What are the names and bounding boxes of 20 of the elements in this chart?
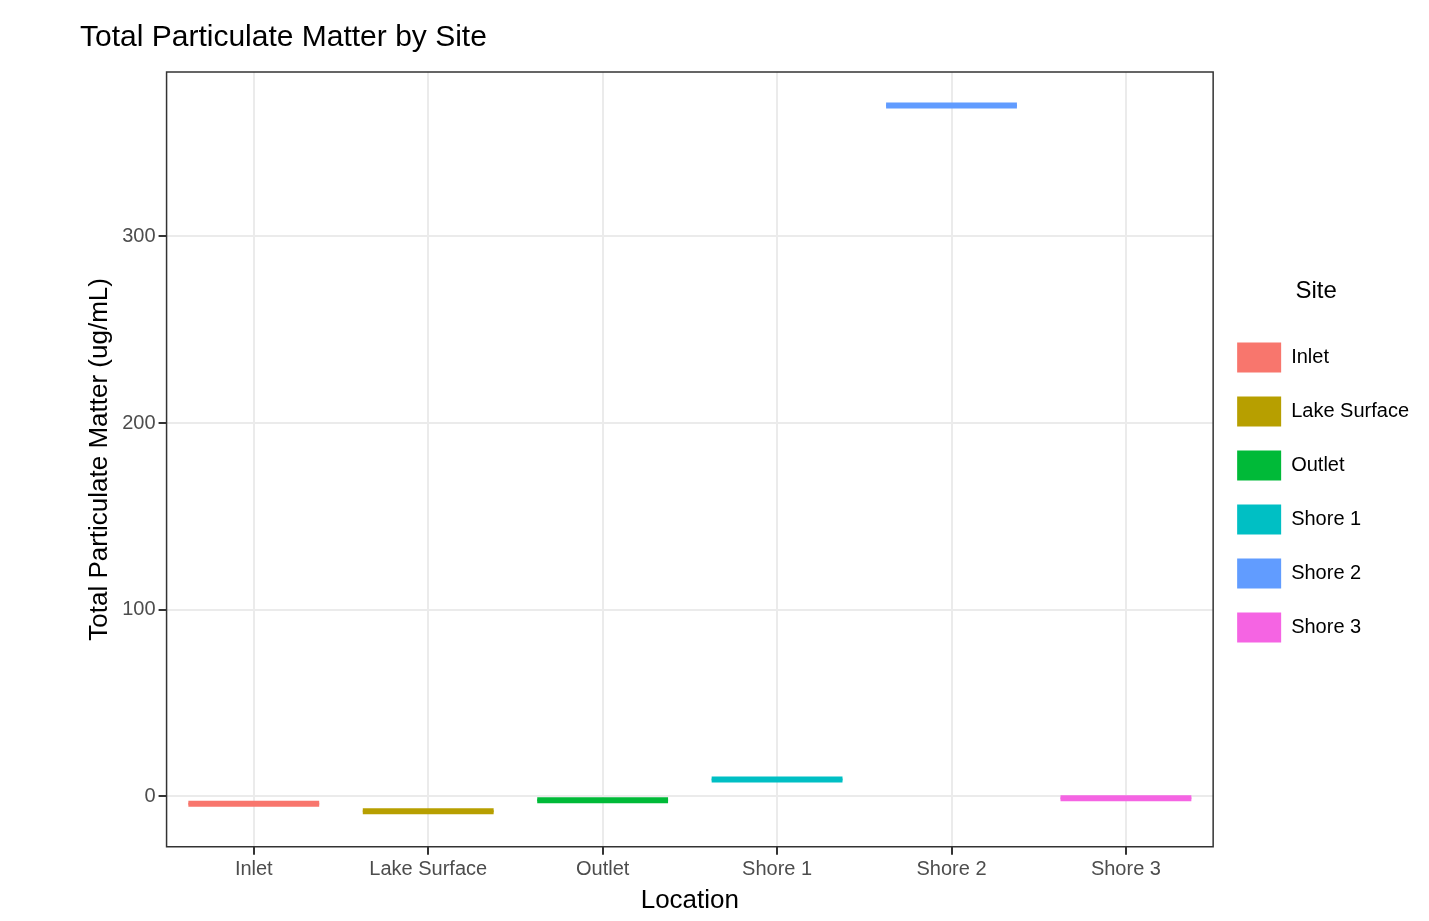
x-tick-label: Inlet xyxy=(234,857,274,880)
x-tick-label: Shore 1 xyxy=(742,857,813,880)
legend-label: Lake Surface xyxy=(1291,398,1410,421)
x-tick-label: Lake Surface xyxy=(369,857,488,880)
x-axis-title: Location xyxy=(640,883,740,914)
y-axis-title: Total Particulate Matter (ug/mL) xyxy=(82,278,113,641)
y-tick-label: 300 xyxy=(122,223,156,246)
y-tick-label: 0 xyxy=(144,783,156,806)
legend-label: Inlet xyxy=(1291,344,1330,367)
chart-title: Total Particulate Matter by Site xyxy=(80,19,487,53)
x-tick-label: Shore 3 xyxy=(1090,857,1161,880)
legend-label: Shore 3 xyxy=(1291,614,1362,637)
legend-label: Shore 1 xyxy=(1291,506,1362,529)
legend-label: Outlet xyxy=(1291,452,1345,475)
x-tick-label: Shore 2 xyxy=(916,857,987,880)
legend-label: Shore 2 xyxy=(1291,560,1362,583)
y-tick-label: 100 xyxy=(122,597,156,620)
x-tick-label: Outlet xyxy=(575,857,630,880)
y-tick-label: 200 xyxy=(122,410,156,433)
legend-title: Site xyxy=(1295,276,1337,304)
